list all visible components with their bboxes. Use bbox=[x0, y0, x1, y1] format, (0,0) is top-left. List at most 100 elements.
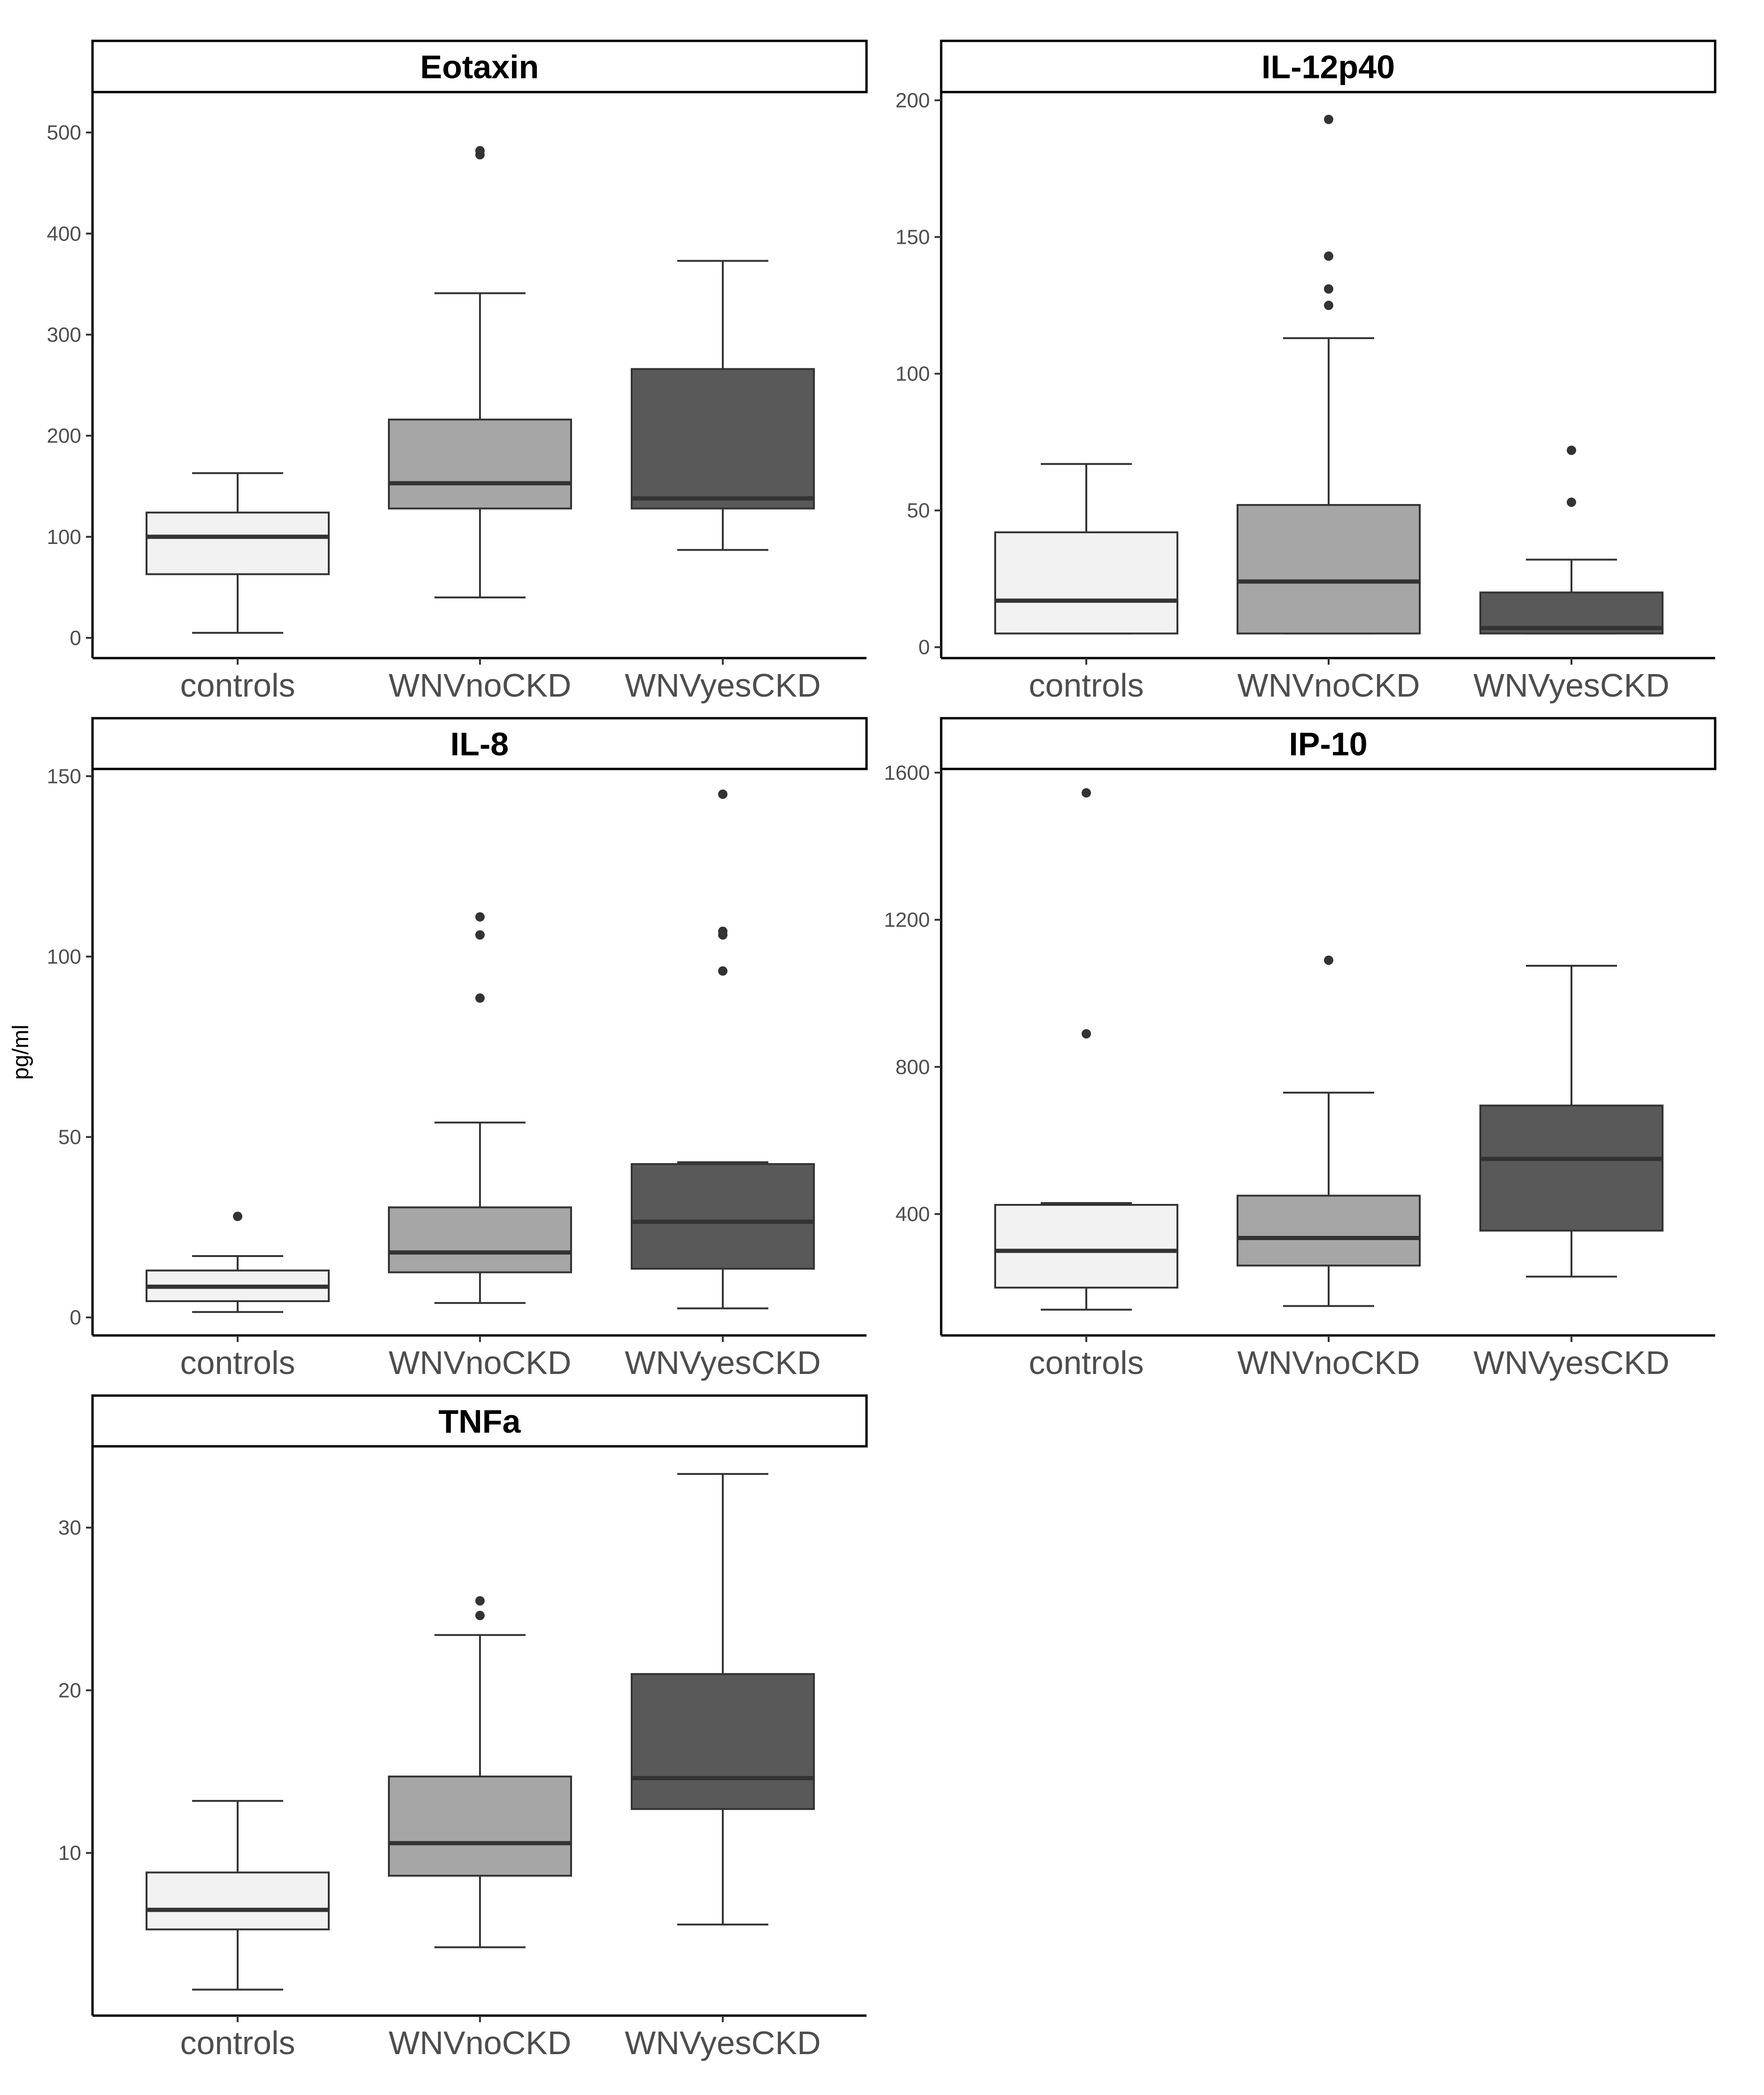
y-tick-label: 300 bbox=[47, 323, 81, 346]
y-tick-label: 100 bbox=[47, 526, 81, 549]
outlier-point bbox=[1324, 115, 1333, 124]
box-wnvnockd bbox=[1237, 115, 1421, 635]
iqr-box bbox=[388, 1206, 572, 1273]
outlier-point bbox=[475, 146, 485, 155]
y-tick-label: 200 bbox=[47, 425, 81, 448]
iqr-box bbox=[1237, 504, 1421, 635]
panel-il-12p40: IL-12p40 0 50 100 150 200 controls WNVnoCKD WNVy… bbox=[896, 39, 1717, 704]
outlier-point bbox=[475, 912, 485, 922]
y-tick-label: 100 bbox=[896, 363, 930, 386]
x-category-label: controls bbox=[180, 2025, 295, 2061]
facet-strip bbox=[91, 1394, 868, 1448]
outlier-point bbox=[1324, 284, 1333, 294]
box-controls bbox=[994, 788, 1178, 1311]
outlier-point bbox=[718, 789, 727, 799]
iqr-box bbox=[631, 1163, 815, 1270]
outlier-point bbox=[1324, 301, 1333, 310]
x-category-label: WNVyesCKD bbox=[625, 2025, 820, 2061]
y-tick-label: 500 bbox=[47, 121, 81, 144]
facet-title: IP-10 bbox=[1289, 726, 1367, 762]
outlier-point bbox=[1567, 445, 1576, 455]
x-category-label: WNVyesCKD bbox=[625, 1344, 820, 1381]
x-category-label: WNVyesCKD bbox=[1473, 1344, 1669, 1381]
facet-title: IL-12p40 bbox=[1261, 49, 1395, 85]
y-tick-label: 30 bbox=[58, 1516, 81, 1539]
y-tick-label: 400 bbox=[47, 222, 81, 245]
y-tick-label: 0 bbox=[919, 636, 930, 659]
box-controls bbox=[146, 1800, 330, 1991]
panel-tnfa: TNFa 10 20 30 controls WNVnoCKD WNVyesCKD bbox=[58, 1394, 868, 2061]
outlier-point bbox=[1082, 788, 1091, 798]
y-tick-label: 400 bbox=[896, 1203, 930, 1226]
y-tick-label: 0 bbox=[70, 627, 81, 650]
facet-title: IL-8 bbox=[450, 726, 509, 762]
box-wnvyesckd bbox=[1479, 964, 1663, 1278]
y-tick-label: 0 bbox=[70, 1306, 81, 1329]
box-wnvnockd bbox=[1237, 955, 1421, 1307]
panel-ip-10: IP-10 400 800 1200 1600 controls WNVnoCKD WNVye… bbox=[884, 717, 1717, 1381]
x-category-label: controls bbox=[1029, 667, 1144, 704]
y-tick-label: 200 bbox=[896, 89, 930, 112]
x-category-label: controls bbox=[1029, 1344, 1144, 1381]
iqr-box bbox=[146, 512, 330, 575]
box-wnvyesckd bbox=[631, 260, 815, 551]
iqr-box bbox=[388, 419, 572, 510]
iqr-box bbox=[631, 1673, 815, 1810]
iqr-box bbox=[631, 368, 815, 510]
iqr-box bbox=[146, 1871, 330, 1931]
box-wnvnockd bbox=[388, 912, 572, 1304]
iqr-box bbox=[994, 1203, 1178, 1289]
facet-title: TNFa bbox=[439, 1403, 521, 1440]
x-category-label: WNVnoCKD bbox=[1238, 667, 1420, 704]
x-category-label: controls bbox=[180, 1344, 295, 1381]
outlier-point bbox=[475, 930, 485, 940]
outlier-point bbox=[475, 993, 485, 1003]
outlier-point bbox=[475, 1596, 485, 1606]
outlier-point bbox=[718, 966, 727, 976]
y-tick-label: 50 bbox=[907, 499, 930, 522]
y-tick-label: 800 bbox=[896, 1055, 930, 1079]
y-tick-label: 20 bbox=[58, 1679, 81, 1702]
box-wnvnockd bbox=[388, 1596, 572, 1948]
x-category-label: WNVyesCKD bbox=[1473, 667, 1669, 704]
facet-strip bbox=[940, 717, 1717, 770]
facet-strip bbox=[940, 39, 1717, 93]
outlier-point bbox=[1082, 1029, 1091, 1039]
outlier-point bbox=[475, 1611, 485, 1621]
y-tick-label: 150 bbox=[896, 226, 930, 249]
y-tick-label: 10 bbox=[58, 1842, 81, 1865]
iqr-box bbox=[1237, 1195, 1421, 1267]
facet-title: Eotaxin bbox=[420, 49, 539, 85]
y-axis-label: pg/ml bbox=[8, 1024, 33, 1079]
box-controls bbox=[146, 1211, 330, 1313]
box-wnvnockd bbox=[388, 146, 572, 598]
x-category-label: WNVnoCKD bbox=[389, 1344, 572, 1381]
outlier-point bbox=[1324, 955, 1333, 965]
iqr-box bbox=[1479, 1104, 1663, 1232]
box-wnvyesckd bbox=[631, 1473, 815, 1926]
y-tick-label: 1200 bbox=[884, 908, 930, 931]
iqr-box bbox=[994, 531, 1178, 635]
panel-eotaxin: Eotaxin 0 100 200 300 400 500 controls WNVnoCKD W… bbox=[47, 39, 868, 704]
box-controls bbox=[994, 463, 1178, 635]
x-category-label: WNVnoCKD bbox=[389, 667, 572, 704]
outlier-point bbox=[1324, 251, 1333, 261]
y-tick-label: 1600 bbox=[884, 761, 930, 784]
box-controls bbox=[146, 472, 330, 634]
y-tick-label: 50 bbox=[58, 1126, 81, 1149]
box-wnvyesckd bbox=[631, 789, 815, 1310]
iqr-box bbox=[388, 1775, 572, 1877]
x-category-label: WNVyesCKD bbox=[625, 667, 820, 704]
x-category-label: controls bbox=[180, 667, 295, 704]
facet-strip bbox=[91, 39, 868, 93]
facet-strip bbox=[91, 717, 868, 770]
y-tick-label: 100 bbox=[47, 945, 81, 968]
outlier-point bbox=[718, 926, 727, 936]
x-category-label: WNVnoCKD bbox=[1238, 1344, 1420, 1381]
outlier-point bbox=[233, 1211, 242, 1221]
outlier-point bbox=[1567, 497, 1576, 507]
y-tick-label: 150 bbox=[47, 765, 81, 788]
box-wnvyesckd bbox=[1479, 445, 1663, 635]
